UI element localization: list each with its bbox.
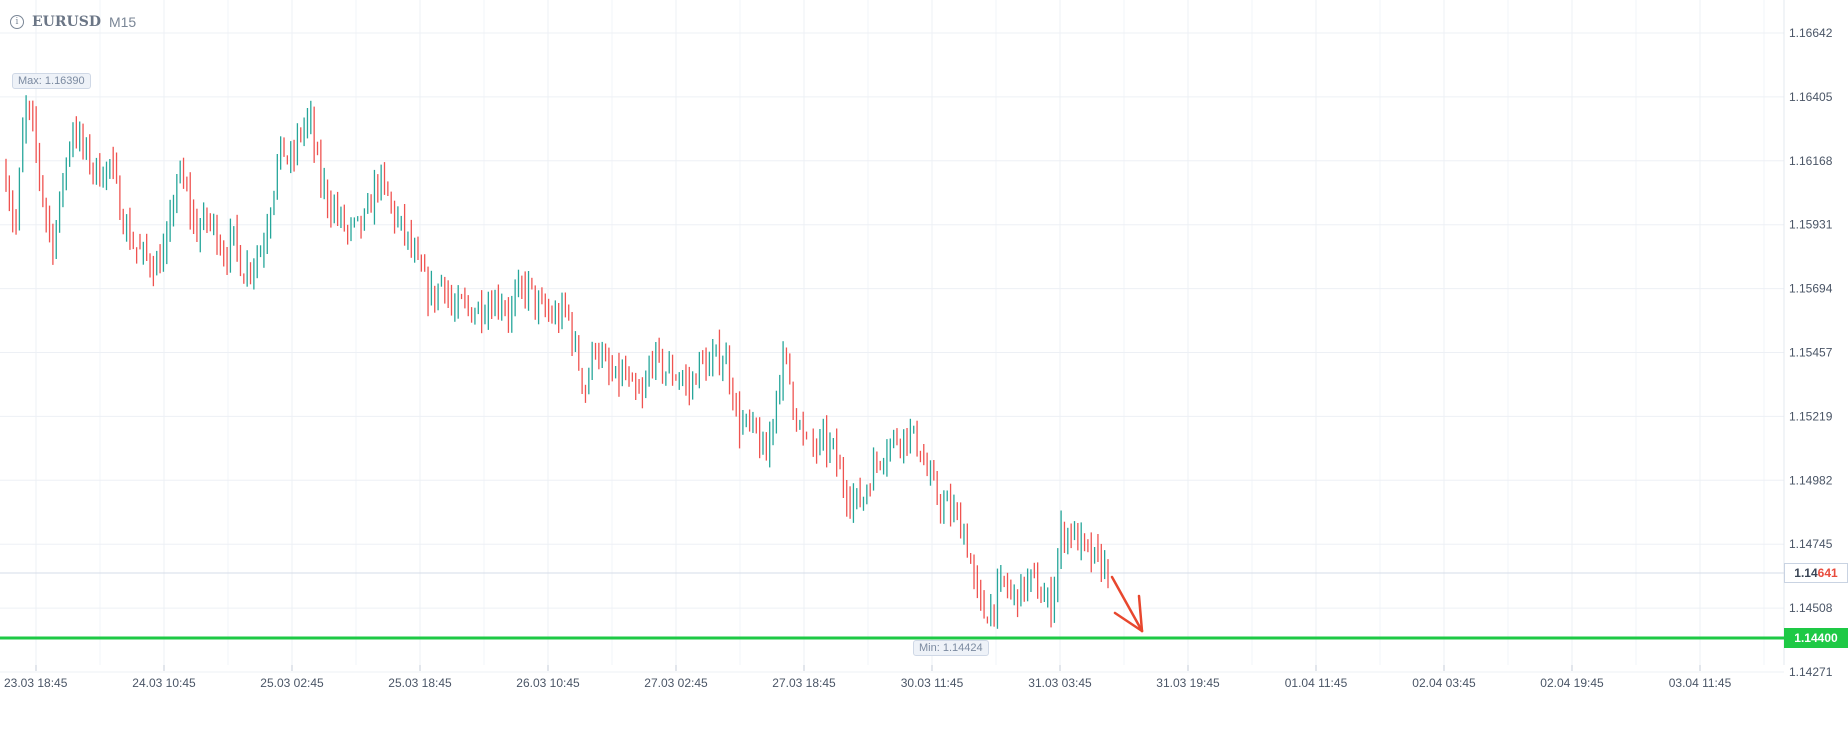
timeframe-label[interactable]: M15 (108, 14, 137, 30)
price-tick-label: 1.16168 (1789, 154, 1833, 168)
time-tick-label: 27.03 02:45 (644, 676, 708, 690)
price-tick-label: 1.15457 (1789, 346, 1833, 360)
min-price-tag: Min: 1.14424 (913, 640, 989, 656)
price-tick-label: 1.14745 (1789, 537, 1833, 551)
time-tick-label: 25.03 02:45 (260, 676, 324, 690)
current-price-badge: 1.14641 (1784, 563, 1848, 583)
time-tick-label: 25.03 18:45 (388, 676, 452, 690)
candles (5, 95, 1109, 629)
price-axis-labels: 1.16642 1.16405 1.16168 1.15931 1.15694 1.154… (1789, 26, 1833, 679)
time-tick-label: 23.03 18:45 (4, 676, 68, 690)
current-price-suffix: 641 (1817, 566, 1838, 580)
time-tick-label: 02.04 19:45 (1540, 676, 1604, 690)
time-tick-label: 31.03 03:45 (1028, 676, 1092, 690)
price-tick-label: 1.15219 (1789, 409, 1833, 423)
price-tick-label: 1.14508 (1789, 601, 1833, 615)
price-tick-label: 1.15931 (1789, 218, 1833, 232)
max-price-tag: Max: 1.16390 (12, 73, 91, 89)
horizontal-gridlines (0, 32, 1784, 673)
time-tick-label: 03.04 11:45 (1669, 676, 1732, 690)
price-tick-label: 1.16405 (1789, 90, 1833, 104)
info-icon[interactable]: i (10, 15, 24, 29)
price-tick-label: 1.16642 (1789, 26, 1833, 40)
symbol-name: EURUSD (32, 14, 101, 30)
price-tick-label: 1.14982 (1789, 473, 1833, 487)
support-level-badge[interactable]: 1.14400 (1784, 628, 1848, 648)
time-tick-label: 27.03 18:45 (772, 676, 836, 690)
time-tick-label: 30.03 11:45 (901, 676, 964, 690)
time-tick-label: 24.03 10:45 (132, 676, 196, 690)
price-tick-label: 1.15694 (1789, 282, 1833, 296)
price-tick-label: 1.14271 (1789, 665, 1833, 679)
time-axis-labels: 23.03 18:45 24.03 10:45 25.03 02:45 25.03 1… (4, 676, 1732, 690)
forecast-down-arrow-icon (1110, 575, 1144, 633)
current-price-prefix: 1.14 (1794, 566, 1818, 580)
time-tick-label: 01.04 11:45 (1285, 676, 1348, 690)
time-tick-label: 26.03 10:45 (516, 676, 580, 690)
time-tick-label: 31.03 19:45 (1156, 676, 1220, 690)
chart-header: i EURUSD M15 (10, 14, 136, 30)
time-tick-label: 02.04 03:45 (1412, 676, 1476, 690)
vertical-gridlines (35, 0, 1765, 671)
